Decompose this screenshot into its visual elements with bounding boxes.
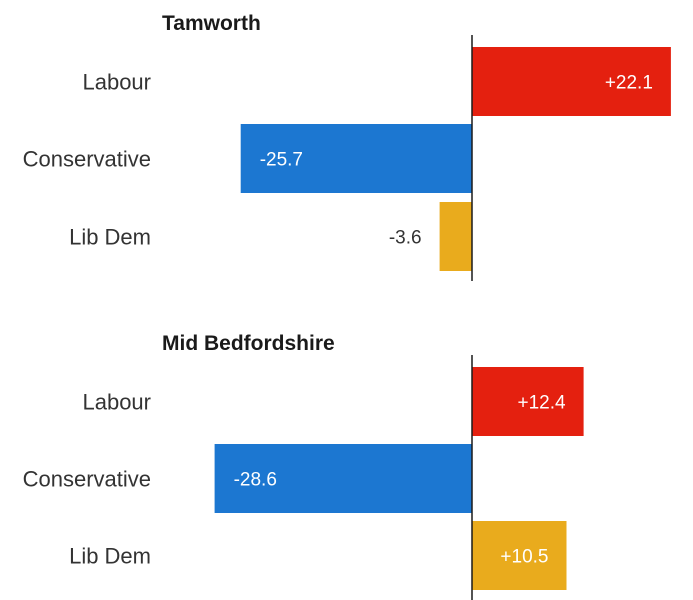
- category-label: Conservative: [23, 467, 151, 492]
- bar-labour: [472, 367, 584, 436]
- data-label: -3.6: [389, 228, 422, 249]
- bar-lib-dem: [472, 521, 567, 590]
- chart-title: Tamworth: [162, 12, 261, 35]
- data-label: +22.1: [605, 73, 653, 94]
- bar-labour: [472, 47, 671, 116]
- panel-mid-bedfordshire: Mid Bedfordshire Labour +12.4 Conservative…: [23, 332, 584, 600]
- category-label: Labour: [82, 390, 151, 415]
- bar-conservative: [240, 124, 472, 193]
- category-label: Lib Dem: [69, 225, 151, 250]
- data-label: +10.5: [500, 547, 548, 568]
- data-label: -28.6: [234, 470, 277, 491]
- panel-tamworth: Tamworth Labour +22.1 Conservative -25.7 Lib…: [23, 12, 671, 281]
- data-label: -25.7: [260, 150, 303, 171]
- bar-lib-dem: [439, 202, 472, 271]
- bar-conservative: [214, 444, 472, 513]
- chart-title: Mid Bedfordshire: [162, 332, 335, 355]
- category-label: Conservative: [23, 147, 151, 172]
- category-label: Lib Dem: [69, 544, 151, 569]
- data-label: +12.4: [518, 393, 567, 414]
- category-label: Labour: [82, 70, 151, 95]
